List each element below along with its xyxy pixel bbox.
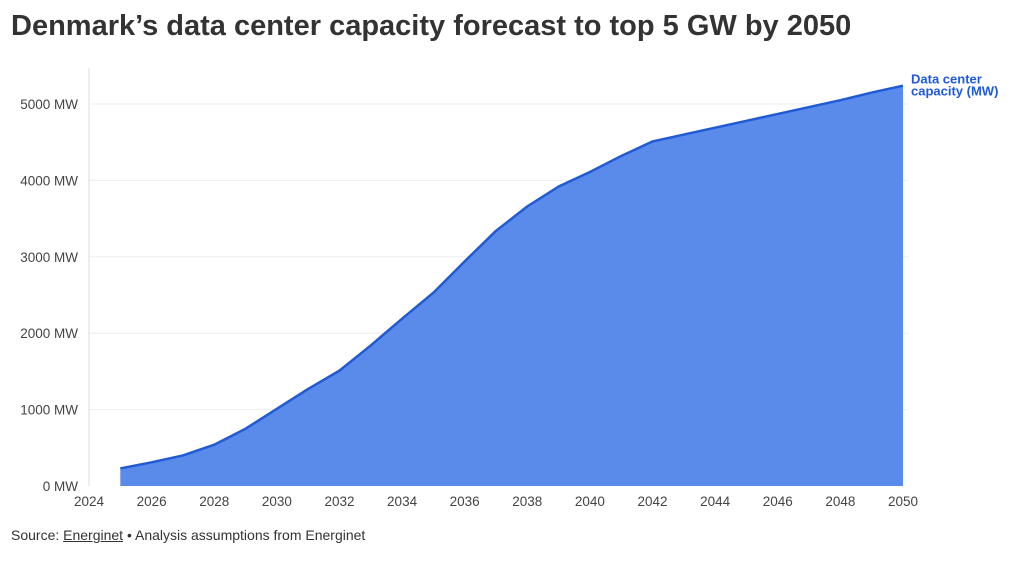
- series-label: Data center capacity (MW): [911, 72, 998, 99]
- x-tick-2046: 2046: [763, 494, 793, 509]
- x-tick-2050: 2050: [888, 494, 918, 509]
- source-suffix: • Analysis assumptions from Energinet: [123, 527, 366, 543]
- x-tick-2036: 2036: [450, 494, 480, 509]
- x-tick-2040: 2040: [575, 494, 605, 509]
- x-tick-2048: 2048: [825, 494, 855, 509]
- source-note: Source: Energinet • Analysis assumptions…: [11, 527, 365, 543]
- x-tick-2038: 2038: [512, 494, 542, 509]
- y-tick-5000: 5000 MW: [20, 97, 78, 112]
- capacity-line: [120, 84, 904, 470]
- source-prefix: Source:: [11, 527, 64, 543]
- x-tick-2024: 2024: [74, 494, 105, 509]
- source-link-energinet[interactable]: Energinet: [63, 527, 124, 543]
- y-tick-0: 0 MW: [43, 479, 79, 494]
- x-tick-2026: 2026: [137, 494, 167, 509]
- y-tick-2000: 2000 MW: [20, 326, 78, 341]
- series-label-line-1: Data center: [911, 72, 982, 87]
- capacity-area: [120, 85, 903, 486]
- x-tick-2044: 2044: [700, 494, 731, 509]
- y-tick-4000: 4000 MW: [20, 173, 78, 188]
- x-axis-ticks: 2024 2026 2028 2030 2032 2034 2036 2038 2040 2042…: [74, 494, 918, 509]
- series-label-line-2: capacity (MW): [911, 84, 998, 99]
- x-tick-2042: 2042: [638, 494, 668, 509]
- chart-title: Denmark’s data center capacity forecast …: [11, 10, 852, 42]
- x-tick-2032: 2032: [324, 494, 354, 509]
- y-axis-ticks: 0 MW 1000 MW 2000 MW 3000 MW 4000 MW 5000 MW: [20, 97, 78, 494]
- x-tick-2034: 2034: [387, 494, 418, 509]
- x-tick-2030: 2030: [262, 494, 292, 509]
- y-tick-3000: 3000 MW: [20, 250, 78, 265]
- x-tick-2028: 2028: [199, 494, 229, 509]
- y-tick-1000: 1000 MW: [20, 403, 78, 418]
